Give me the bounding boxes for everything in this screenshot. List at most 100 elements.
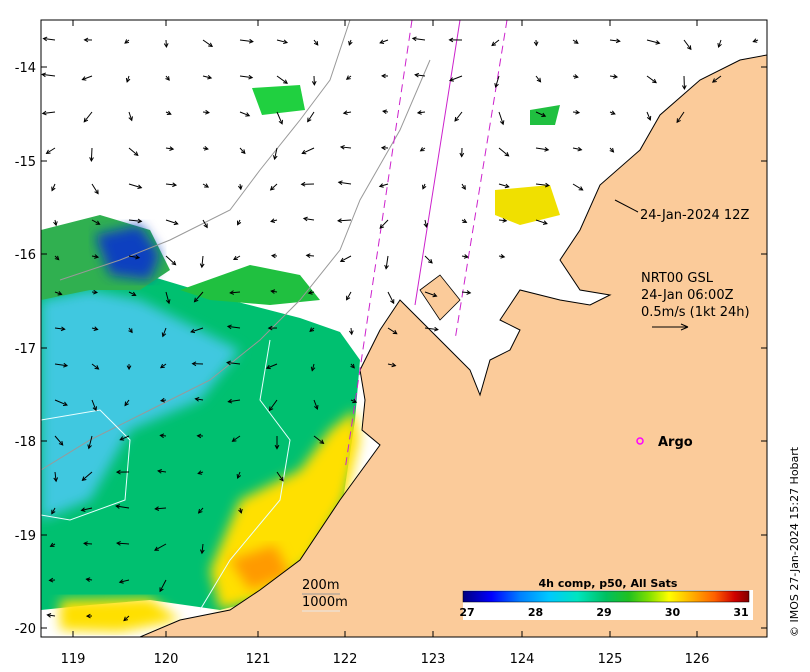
current-arrow xyxy=(45,147,56,154)
current-arrow xyxy=(165,75,170,81)
current-arrow xyxy=(461,290,472,295)
current-arrow xyxy=(41,110,56,116)
current-arrow xyxy=(115,504,130,509)
current-arrow xyxy=(311,75,317,86)
current-arrow xyxy=(128,291,137,296)
current-arrow xyxy=(535,219,548,225)
current-arrow xyxy=(498,111,505,126)
current-arrow xyxy=(199,255,205,269)
contour-1000m-b xyxy=(41,409,131,521)
current-arrow xyxy=(226,360,241,366)
current-arrow xyxy=(229,290,241,295)
current-arrow xyxy=(309,327,315,333)
current-vectors xyxy=(41,36,759,622)
current-arrow xyxy=(533,39,539,47)
current-arrow xyxy=(202,39,214,48)
current-arrow xyxy=(165,291,171,305)
scale-arrow-head-icon xyxy=(680,323,689,331)
current-arrow xyxy=(89,147,94,162)
current-scale-label: 0.5m/s (1kt 24h) xyxy=(641,305,750,320)
current-arrow xyxy=(348,39,353,46)
current-arrow xyxy=(345,75,352,80)
contour-1000m-label: 1000m xyxy=(302,595,348,610)
current-arrow xyxy=(159,433,167,439)
current-arrow xyxy=(48,577,56,583)
lat-tick-label: -16 xyxy=(15,248,36,263)
current-arrow xyxy=(461,183,466,190)
current-arrow xyxy=(236,471,242,480)
current-arrow xyxy=(54,291,63,296)
lat-tick-label: -15 xyxy=(15,155,36,170)
current-arrow xyxy=(53,471,59,483)
current-arrow xyxy=(301,147,315,155)
latitude-axis: -14 -15 -16 -17 -18 -19 -20 xyxy=(15,61,767,637)
swath-left-edge xyxy=(344,20,413,471)
current-arrow xyxy=(572,109,581,115)
current-arrow xyxy=(752,38,759,43)
current-arrow xyxy=(572,74,579,79)
current-arrow xyxy=(313,39,319,46)
bathymetry-contours xyxy=(41,20,431,611)
map-frame xyxy=(40,19,768,638)
current-arrow xyxy=(165,255,177,266)
current-arrow xyxy=(310,363,316,372)
current-arrow xyxy=(572,39,579,44)
current-arrow xyxy=(454,111,463,122)
current-arrow xyxy=(683,39,692,51)
current-arrow xyxy=(494,75,500,89)
current-arrow xyxy=(267,325,278,331)
current-arrow xyxy=(202,109,210,115)
current-arrow xyxy=(128,218,143,224)
current-arrow xyxy=(380,145,389,151)
current-arrow xyxy=(717,39,722,48)
current-arrow xyxy=(461,254,469,259)
current-arrow xyxy=(276,75,288,84)
current-arrow xyxy=(646,75,657,84)
current-arrow xyxy=(419,147,426,152)
current-arrow xyxy=(424,291,438,298)
current-arrow xyxy=(339,255,352,262)
current-arrow xyxy=(307,290,315,295)
current-arrow xyxy=(239,38,254,44)
current-arrow xyxy=(609,74,619,79)
current-arrow xyxy=(414,72,426,78)
current-arrow xyxy=(416,110,426,115)
current-arrow xyxy=(42,36,56,42)
current-arrow xyxy=(154,543,167,551)
current-arrow xyxy=(609,110,616,115)
current-arrow xyxy=(379,219,389,229)
current-arrow xyxy=(81,471,93,481)
current-arrow xyxy=(123,615,130,622)
current-arrow xyxy=(646,111,652,121)
current-arrow xyxy=(51,183,56,192)
current-arrow xyxy=(276,111,283,125)
argo-marker-icon xyxy=(636,437,644,445)
current-source-label: NRT00 GSL xyxy=(641,271,714,286)
sst-green-patch-mid xyxy=(180,265,320,305)
lat-tick-label: -19 xyxy=(15,529,36,544)
current-arrow xyxy=(535,111,547,118)
current-arrow xyxy=(384,255,389,270)
current-arrow xyxy=(46,613,56,618)
current-arrow xyxy=(423,219,429,228)
current-arrow xyxy=(387,327,398,335)
contour-200m xyxy=(59,20,351,281)
current-arrow xyxy=(165,146,175,151)
current-arrow xyxy=(161,327,167,338)
current-arrow xyxy=(159,397,167,403)
current-arrow xyxy=(157,469,167,474)
current-arrow xyxy=(87,435,93,450)
land-mass xyxy=(139,54,767,637)
current-arrow xyxy=(337,218,352,223)
current-arrow xyxy=(411,36,426,42)
sst-cyan-region xyxy=(41,290,240,520)
current-arrow xyxy=(91,289,99,295)
current-arrow xyxy=(202,74,213,80)
current-arrow xyxy=(274,435,280,450)
current-arrow xyxy=(609,38,621,44)
swath-time-annotation: 24-Jan-2024 12Z xyxy=(614,199,749,223)
argo-label: Argo xyxy=(658,435,693,450)
current-arrow xyxy=(197,507,204,514)
sst-yellow-south xyxy=(60,598,180,632)
